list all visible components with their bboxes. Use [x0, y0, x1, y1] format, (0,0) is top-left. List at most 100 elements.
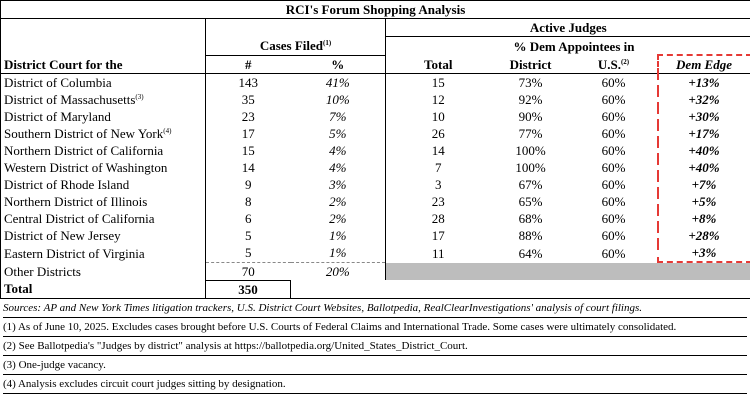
- total-row: Total 350: [0, 280, 750, 298]
- district: District of Massachusetts(3): [0, 91, 206, 108]
- footnote-marker: (2): [620, 57, 630, 66]
- blank: [205, 18, 386, 37]
- judges-total: 28: [385, 210, 491, 227]
- dem-district: 90%: [518, 109, 543, 124]
- dem-us: 60%: [601, 245, 626, 261]
- cases-pct: 2%: [329, 194, 347, 209]
- blank: [0, 18, 206, 37]
- judges-total: 12: [385, 91, 491, 108]
- dem-edge: +13%: [656, 73, 750, 91]
- dem-edge: +32%: [656, 91, 750, 108]
- column-header-row: District Court for the # % Total Distric…: [0, 54, 750, 74]
- judges-total: 11: [385, 244, 491, 262]
- cases-pct: 4%: [329, 160, 347, 175]
- data-row: Eastern District of Virginia 5 1% 11 64% 60% +…: [0, 244, 750, 263]
- district: Northern District of California: [0, 142, 206, 159]
- cases-pct: 10%: [325, 92, 350, 107]
- judges-total: 7: [385, 159, 491, 176]
- note: (4) Analysis excludes circuit court judg…: [3, 375, 747, 394]
- dem-edge: +7%: [656, 176, 750, 193]
- dem-district: 88%: [518, 228, 543, 243]
- cases-pct: 3%: [329, 177, 347, 192]
- dem-us: 60%: [601, 92, 626, 107]
- dem-district: 64%: [518, 245, 543, 261]
- column-header: #: [205, 55, 291, 74]
- district-name: District of Rhode Island: [4, 177, 130, 192]
- cases-pct: 4%: [329, 143, 347, 158]
- dem-district: 68%: [518, 211, 543, 226]
- column-header: U.S.(2): [571, 55, 658, 74]
- judges-total: 10: [385, 108, 491, 125]
- cases: 14: [205, 159, 291, 176]
- column-header-label: U.S.: [597, 56, 621, 72]
- district: Other Districts: [0, 262, 206, 280]
- data-row: Northern District of Illinois 8 2% 23 65% 60%…: [0, 193, 750, 210]
- dem-us: 60%: [601, 211, 626, 226]
- district: Southern District of New York(4): [0, 125, 206, 142]
- district: District of Maryland: [0, 108, 206, 125]
- dem-district: 67%: [518, 177, 543, 192]
- cases: 17: [205, 125, 291, 142]
- dem-edge: +40%: [656, 159, 750, 176]
- other-row: Other Districts 70 20%: [0, 261, 750, 281]
- table-body: RCI's Forum Shopping Analysis Active Jud…: [0, 0, 750, 298]
- district: District of Rhode Island: [0, 176, 206, 193]
- footnote-marker: (1): [323, 39, 332, 47]
- district: Northern District of Illinois: [0, 193, 206, 210]
- district-name: Western District of Washington: [4, 160, 168, 175]
- district: Central District of California: [0, 210, 206, 227]
- column-header: District: [509, 56, 552, 72]
- sources: Sources: AP and New York Times litigatio…: [3, 299, 747, 318]
- cases: 9: [205, 176, 291, 193]
- total-label: Total: [0, 280, 206, 298]
- cases: 143: [205, 73, 291, 91]
- dem-edge: +17%: [656, 125, 750, 142]
- dem-group: % Dem Appointees in: [513, 38, 635, 54]
- dem-us: 60%: [601, 177, 626, 192]
- data-row: Western District of Washington 14 4% 7 100% 6…: [0, 159, 750, 176]
- dem-us: 60%: [601, 228, 626, 243]
- judges-group: Active Judges: [384, 18, 750, 37]
- cases: 5: [205, 227, 291, 244]
- data-row: District of Rhode Island 9 3% 3 67% 60% +7%: [0, 176, 750, 193]
- data-row: District of Massachusetts(3) 35 10% 12 92% 60…: [0, 91, 750, 108]
- column-header: District Court for the: [0, 55, 206, 74]
- district-name: District of Massachusetts: [4, 92, 136, 107]
- data-row: District of Maryland 23 7% 10 90% 60% +30%: [0, 108, 750, 125]
- district-name: Central District of California: [4, 211, 155, 226]
- cases-group-label: Cases Filed: [259, 38, 324, 53]
- district: District of New Jersey: [0, 227, 206, 244]
- cases-pct: 7%: [329, 109, 347, 124]
- column-header: Total: [385, 55, 491, 74]
- cases-group: Cases Filed(1): [205, 36, 386, 56]
- dem-us: 60%: [601, 109, 626, 124]
- cases: 8: [205, 193, 291, 210]
- judges-total: 3: [385, 176, 491, 193]
- dem-edge: +30%: [656, 108, 750, 125]
- cases: 70: [205, 261, 291, 281]
- dem-district: 77%: [518, 126, 543, 141]
- district: Eastern District of Virginia: [0, 244, 206, 262]
- district-name: District of Columbia: [4, 75, 112, 90]
- district-name: Northern District of Illinois: [4, 194, 148, 209]
- judges-total: 17: [385, 227, 491, 244]
- blank: [0, 36, 206, 55]
- dem-us: 60%: [601, 143, 626, 158]
- dem-us: 60%: [601, 126, 626, 141]
- data-row: Southern District of New York(4) 17 5% 26 77…: [0, 125, 750, 142]
- note: (2) See Ballotpedia's "Judges by distric…: [3, 337, 747, 356]
- cases: 6: [205, 210, 291, 227]
- note: (3) One-judge vacancy.: [3, 356, 747, 375]
- cases-pct: 2%: [329, 211, 347, 226]
- blank: [289, 280, 750, 298]
- judges-total: 26: [385, 125, 491, 142]
- district-name: Northern District of California: [4, 143, 164, 158]
- cases: 15: [205, 142, 291, 159]
- dem-us: 60%: [601, 75, 626, 90]
- district-name: Southern District of New York: [4, 126, 164, 141]
- data-row: District of New Jersey 5 1% 17 88% 60% +28%: [0, 227, 750, 244]
- footnotes: Sources: AP and New York Times litigatio…: [0, 297, 750, 394]
- dem-edge: +40%: [656, 142, 750, 159]
- district: Western District of Washington: [0, 159, 206, 176]
